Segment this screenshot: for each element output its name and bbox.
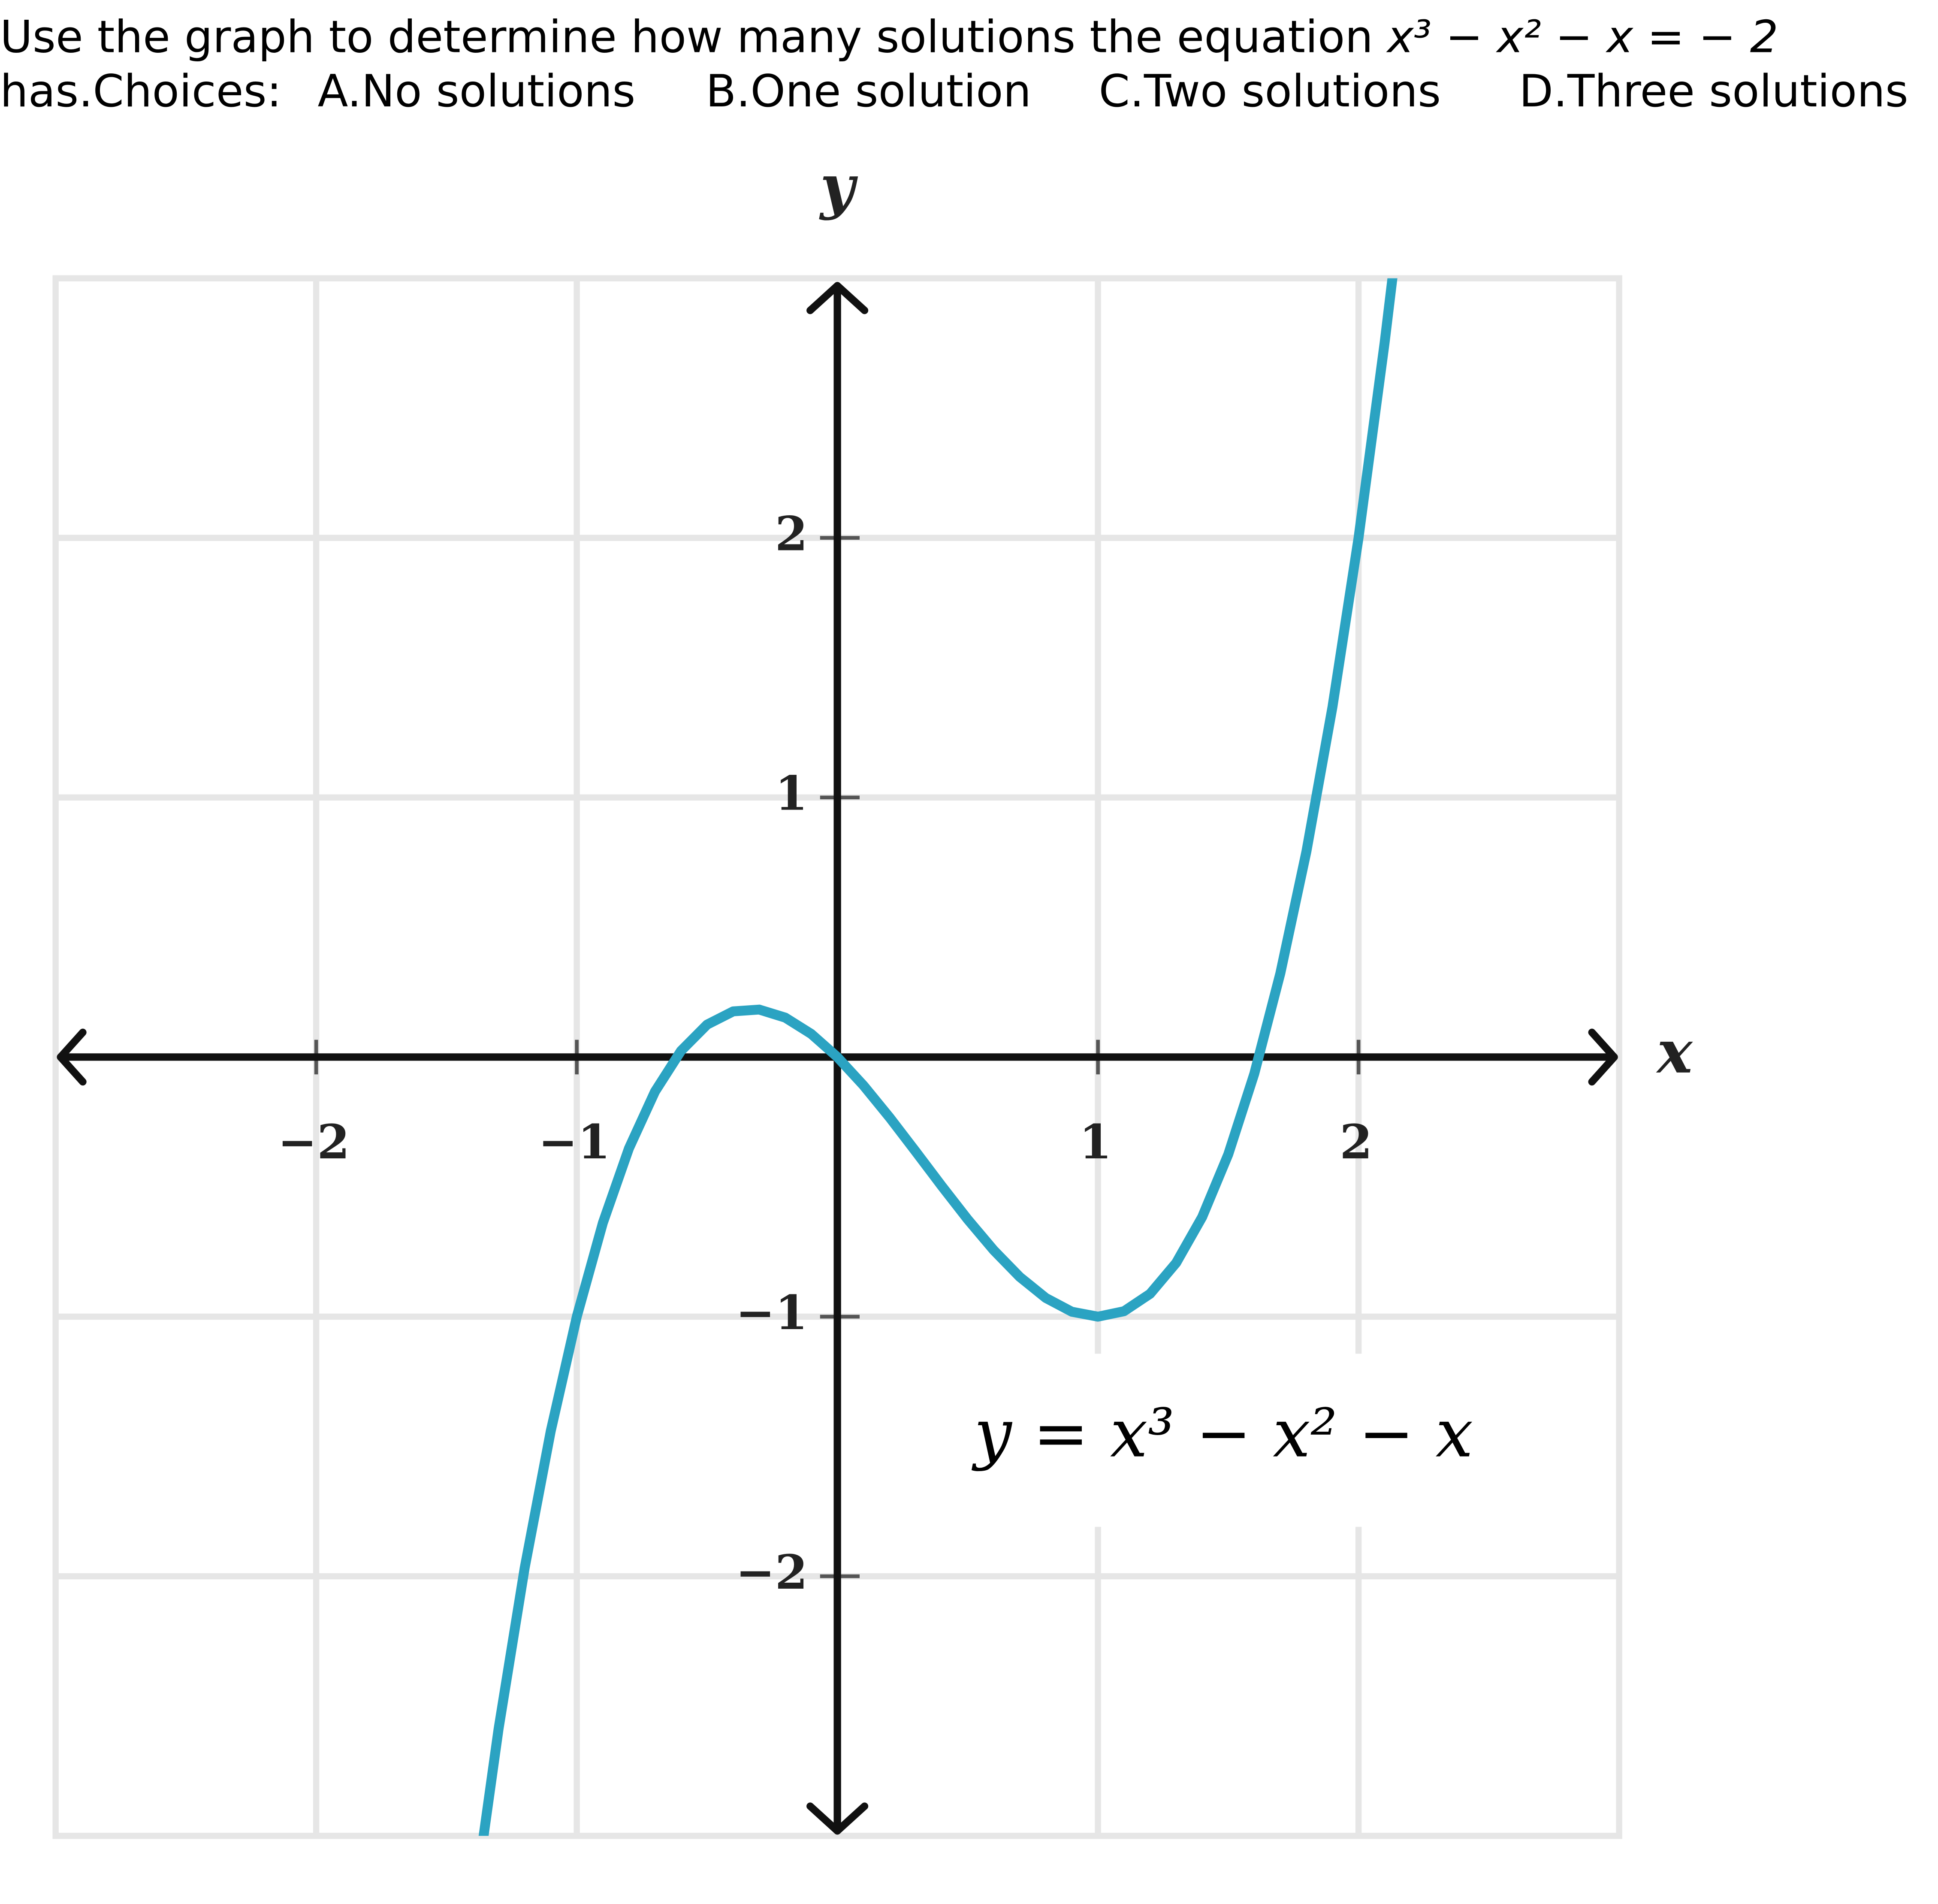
curve — [478, 278, 1398, 1836]
choice: D.Three solutions — [1519, 66, 1908, 117]
question-text: has. — [0, 66, 93, 117]
y-tick-label: −1 — [736, 1285, 808, 1340]
question-line: Use the graph to determine how many solu… — [0, 11, 1778, 63]
y-tick-label: 1 — [775, 766, 808, 821]
x-tick-label: 2 — [1340, 1114, 1372, 1170]
arrow — [806, 282, 869, 314]
x-axis-label: x — [1656, 1017, 1693, 1087]
choices: A.No solutions B.One solution C.Two soluti… — [318, 66, 1908, 117]
choice: A.No solutions — [318, 66, 636, 117]
y-axis-label: y — [819, 151, 858, 221]
plot-frame — [52, 275, 1622, 1839]
choice: B.One solution — [706, 66, 1031, 117]
annotation: y = x³ − x² − x — [972, 1395, 1473, 1472]
question-text: Use the graph to determine how many solu… — [0, 11, 1373, 63]
choices-label: Choices: — [93, 66, 281, 117]
arrow — [806, 1802, 869, 1835]
y-tick-label: −2 — [736, 1544, 808, 1600]
plot-area — [478, 278, 1398, 1836]
arrow — [57, 1028, 87, 1086]
x-tick-label: −1 — [538, 1114, 610, 1170]
annotation-background — [896, 1354, 1552, 1527]
x-tick-label: 1 — [1079, 1114, 1112, 1170]
labels: −2 −1 1 2 −2 −1 1 2 x y y = x³ − x² − x — [278, 151, 1693, 1600]
choice: C.Two solutions — [1099, 66, 1441, 117]
arrow — [1588, 1028, 1618, 1086]
question-line: has.Choices: — [0, 66, 282, 117]
equation: x³ − x² − x = − 2 — [1386, 11, 1778, 63]
y-tick-label: 2 — [775, 506, 808, 562]
x-tick-label: −2 — [278, 1114, 350, 1170]
